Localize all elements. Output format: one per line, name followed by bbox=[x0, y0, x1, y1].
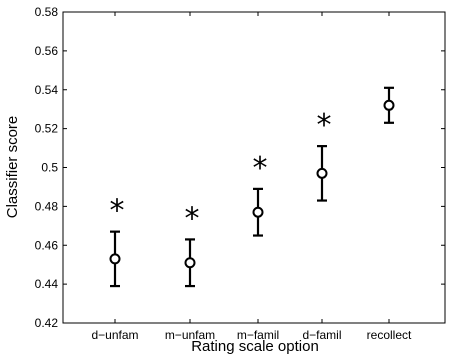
data-point bbox=[252, 206, 264, 218]
x-tick-label: d−famil bbox=[302, 328, 341, 342]
x-tick-label: m−famil bbox=[237, 328, 279, 342]
y-tick-label: 0.48 bbox=[35, 199, 59, 213]
significance-star: * bbox=[253, 151, 268, 186]
x-tick-label: m−unfam bbox=[165, 328, 215, 342]
y-tick-label: 0.5 bbox=[41, 161, 58, 175]
y-tick-label: 0.58 bbox=[35, 5, 59, 19]
y-tick-label: 0.52 bbox=[35, 122, 59, 136]
data-point bbox=[184, 257, 196, 269]
data-point bbox=[316, 167, 328, 179]
y-tick-label: 0.56 bbox=[35, 44, 59, 58]
data-point bbox=[383, 99, 395, 111]
y-axis-label: Classifier score bbox=[4, 116, 21, 219]
x-axis-ticks: d−unfam m−unfam m−famil d−famil recollect bbox=[91, 12, 412, 342]
y-tick-label: 0.46 bbox=[35, 238, 59, 252]
y-tick-label: 0.44 bbox=[35, 277, 59, 291]
significance-star: * bbox=[110, 194, 125, 229]
x-tick-label: recollect bbox=[367, 328, 412, 342]
data-marks: * * * * bbox=[109, 86, 395, 288]
significance-star: * bbox=[185, 201, 200, 236]
x-tick-label: d−unfam bbox=[91, 328, 138, 342]
x-axis-label: Rating scale option bbox=[191, 338, 319, 355]
y-tick-label: 0.54 bbox=[35, 83, 59, 97]
significance-star: * bbox=[317, 108, 332, 143]
y-tick-label: 0.42 bbox=[35, 316, 59, 330]
data-point bbox=[109, 253, 121, 265]
y-axis-ticks: 0.42 0.44 0.46 0.48 0.5 0.52 0.54 0.56 0.58 bbox=[35, 5, 445, 330]
